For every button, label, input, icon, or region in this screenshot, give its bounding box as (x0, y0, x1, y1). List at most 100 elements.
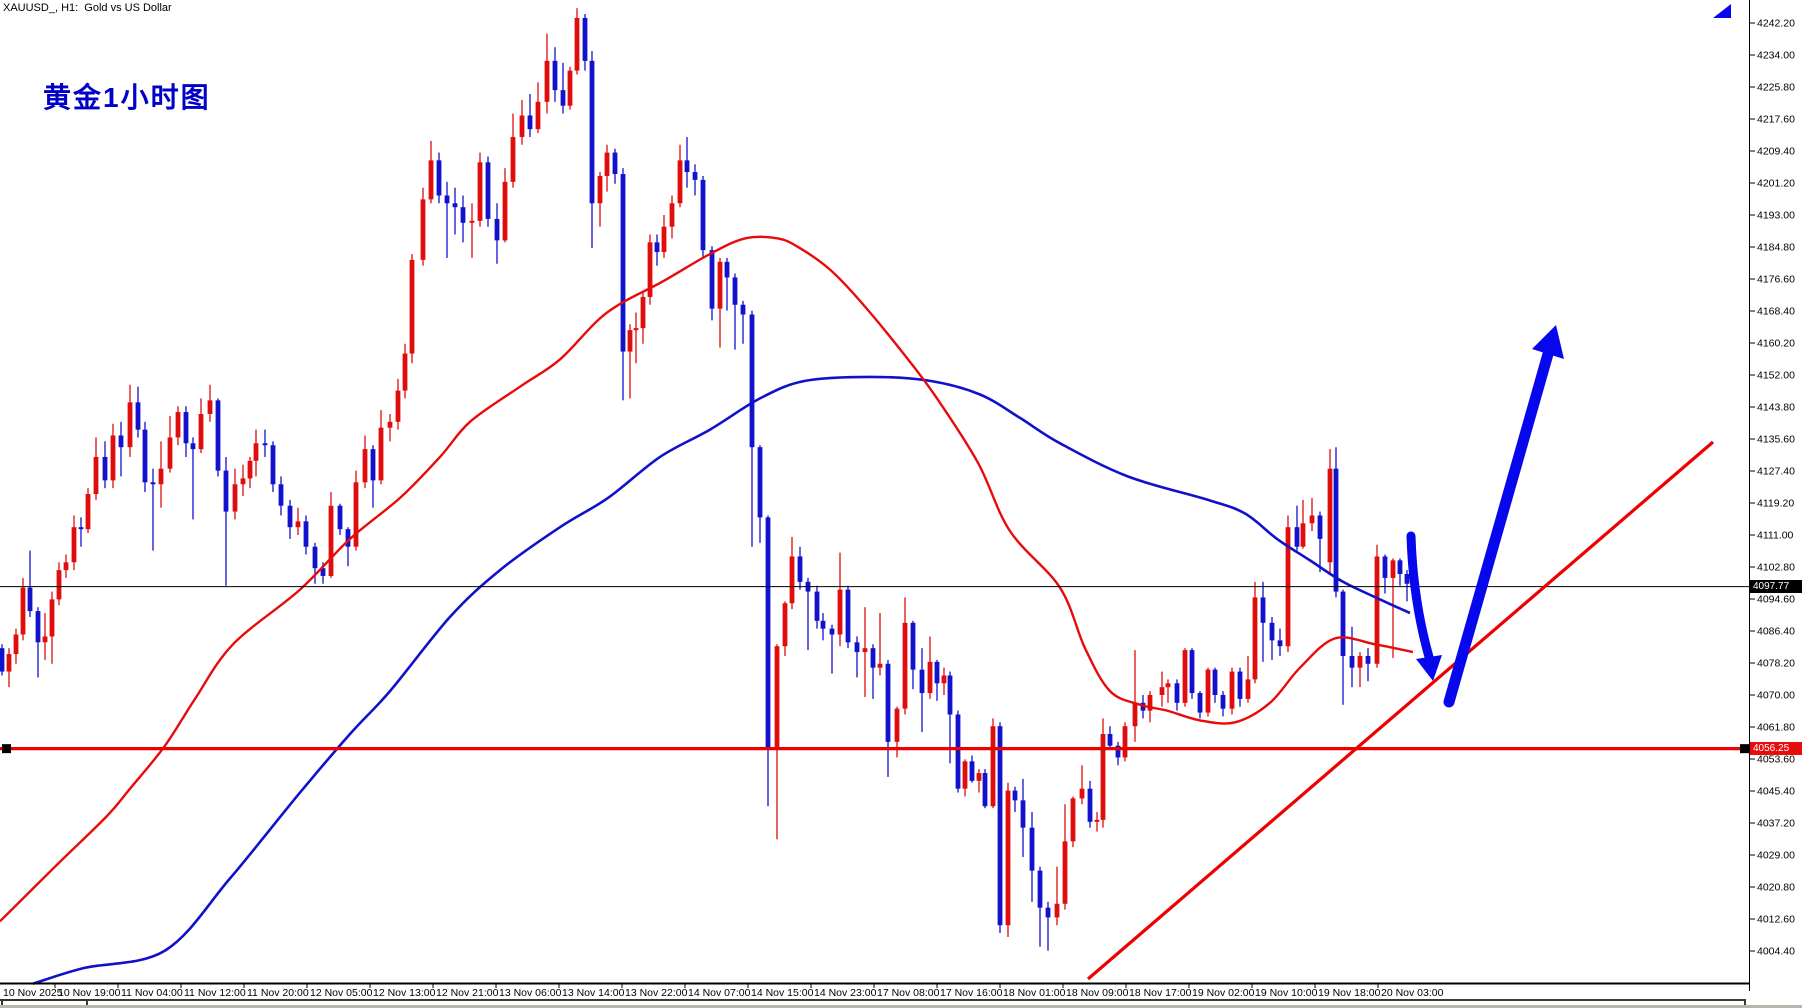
candle (402, 353, 408, 391)
candle (378, 427, 384, 481)
time-tick-label: 11 Nov 12:00 (184, 987, 246, 999)
price-tick-label: 4020.80 (1757, 881, 1795, 893)
candle (797, 556, 803, 582)
candle (1087, 788, 1093, 822)
candle (732, 277, 738, 305)
candle (902, 622, 908, 709)
candle (982, 773, 988, 807)
docked-window-edge[interactable] (86, 999, 1746, 1006)
price-tick-label: 4176.60 (1757, 273, 1795, 285)
candle (1382, 556, 1388, 578)
candle (428, 160, 434, 200)
candle (519, 115, 525, 137)
candle (320, 568, 326, 576)
candle (27, 587, 33, 612)
candle (910, 622, 916, 670)
candle (1220, 694, 1226, 709)
candle (215, 400, 221, 471)
candle (820, 620, 826, 629)
candle (692, 172, 698, 180)
candle (436, 160, 442, 196)
candle (42, 636, 48, 643)
time-tick-label: 19 Nov 02:00 (1192, 987, 1255, 999)
price-tick-label: 4111.00 (1757, 529, 1794, 541)
candle (240, 478, 246, 485)
candle (1005, 790, 1011, 926)
candle (1404, 574, 1410, 584)
candle (709, 250, 715, 309)
trendline[interactable] (1086, 440, 1715, 981)
candle (63, 562, 69, 571)
candle (253, 443, 259, 461)
support-price-label: 4056.25 (1750, 742, 1802, 755)
time-tick-label: 13 Nov 22:00 (625, 987, 688, 999)
scroll-marker-icon[interactable] (1713, 4, 1731, 18)
candle (1122, 726, 1128, 758)
candle (35, 611, 41, 643)
price-tick-label: 4152.00 (1757, 369, 1795, 381)
candle (574, 17, 580, 71)
chart-annotation-title[interactable]: 黄金1小时图 (43, 82, 211, 113)
candle (287, 505, 293, 528)
candle (409, 259, 415, 354)
candle (1012, 790, 1018, 801)
candle (677, 160, 683, 204)
price-tick-label: 4143.80 (1757, 401, 1795, 413)
candle (49, 599, 55, 637)
candle (303, 521, 309, 547)
candle (502, 181, 508, 241)
up-arrow[interactable] (1443, 325, 1564, 708)
candle (328, 505, 334, 576)
time-tick-label: 18 Nov 17:00 (1129, 987, 1192, 999)
candle (190, 443, 196, 450)
candle (990, 726, 996, 807)
candle (740, 304, 746, 315)
candle (494, 218, 500, 241)
candle (6, 654, 12, 672)
down-arrow[interactable] (1406, 531, 1442, 681)
candle (997, 726, 1003, 926)
candle (927, 661, 933, 694)
candle (1365, 655, 1371, 664)
candle (1020, 800, 1026, 828)
candle (782, 603, 788, 647)
price-tick-label: 4201.20 (1757, 177, 1795, 189)
price-tick-label: 4135.60 (1757, 433, 1795, 445)
candle (947, 675, 953, 715)
candle (640, 296, 646, 329)
candle (337, 505, 343, 530)
candle (700, 179, 706, 251)
candle (56, 570, 62, 600)
candle (934, 661, 940, 684)
candle (1300, 523, 1306, 547)
candle (71, 527, 77, 563)
price-tick-label: 4193.00 (1757, 209, 1795, 221)
candle (20, 587, 26, 635)
candle (724, 261, 730, 278)
support-hline[interactable] (0, 744, 1749, 754)
candle (544, 60, 550, 102)
candle (877, 663, 883, 668)
candle (93, 456, 99, 495)
candle (552, 60, 558, 91)
candle (717, 261, 723, 309)
candle (774, 646, 780, 750)
price-tick-label: 4053.60 (1757, 753, 1795, 765)
candle (127, 402, 133, 448)
candle (894, 708, 900, 742)
candle (647, 242, 653, 297)
window-separator (0, 1005, 1802, 1008)
candle (270, 445, 276, 485)
candle (0, 648, 5, 672)
chart-symbol-title: XAUUSD_, H1: Gold vs US Dollar (3, 2, 172, 14)
candle (1317, 515, 1323, 539)
candle (1260, 597, 1266, 623)
candle (612, 152, 618, 175)
candle (1374, 556, 1380, 664)
candle (102, 456, 108, 481)
candle (1269, 622, 1275, 641)
candle (969, 761, 975, 781)
price-tick-label: 4209.40 (1757, 145, 1795, 157)
time-tick-label: 14 Nov 23:00 (814, 987, 877, 999)
